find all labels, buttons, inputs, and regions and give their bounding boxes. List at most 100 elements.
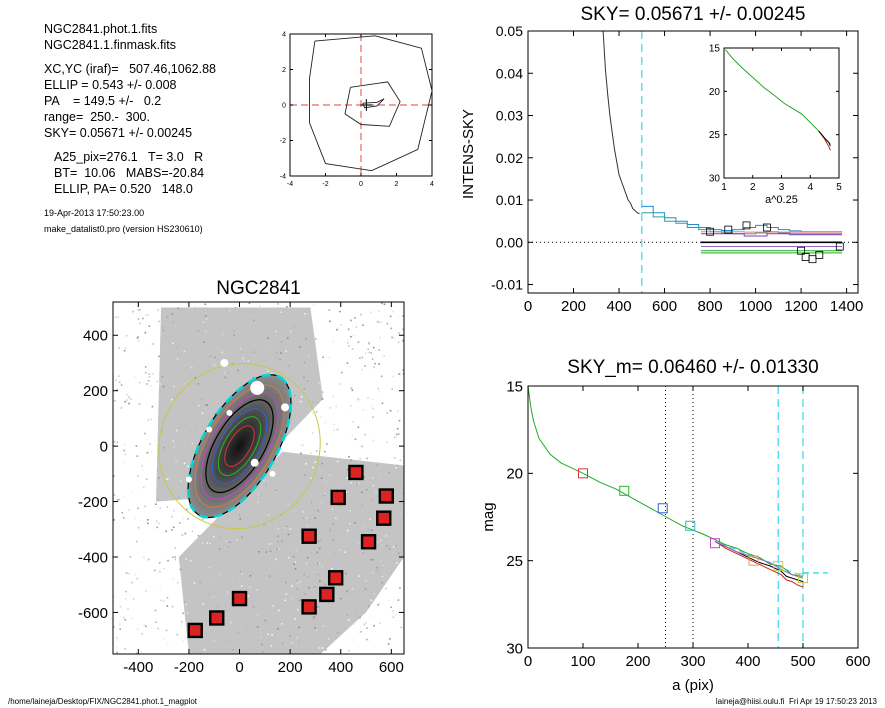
noise-speckle: [208, 566, 211, 569]
noise-speckle: [119, 623, 121, 625]
noise-speckle: [159, 383, 161, 385]
noise-speckle: [299, 540, 302, 543]
noise-speckle: [134, 574, 137, 576]
noise-speckle: [380, 539, 382, 542]
noise-speckle: [264, 619, 267, 622]
noise-speckle: [344, 551, 346, 553]
noise-speckle: [361, 445, 363, 448]
noise-speckle: [351, 389, 354, 391]
noise-speckle: [144, 314, 147, 317]
noise-speckle: [157, 627, 159, 630]
noise-speckle: [148, 325, 151, 327]
noise-speckle: [281, 623, 283, 625]
noise-speckle: [173, 526, 175, 529]
noise-speckle: [142, 486, 145, 489]
noise-speckle: [326, 361, 329, 364]
noise-speckle: [399, 587, 401, 589]
noise-speckle: [189, 423, 192, 426]
noise-speckle: [172, 342, 174, 345]
noise-speckle: [117, 499, 119, 501]
noise-speckle: [115, 379, 117, 381]
noise-speckle: [122, 616, 125, 619]
noise-speckle: [260, 636, 263, 638]
noise-speckle: [148, 373, 150, 375]
noise-speckle: [311, 412, 314, 414]
noise-speckle: [252, 376, 255, 379]
noise-speckle: [141, 465, 143, 467]
sky-box-marker: [330, 489, 346, 506]
noise-speckle: [332, 523, 335, 526]
noise-speckle: [285, 502, 288, 504]
noise-speckle: [370, 599, 372, 602]
masked-star: [281, 403, 290, 412]
noise-speckle: [324, 583, 327, 586]
noise-speckle: [146, 383, 148, 385]
noise-speckle: [318, 647, 321, 649]
noise-speckle: [275, 489, 278, 492]
noise-speckle: [289, 634, 291, 637]
noise-speckle: [341, 371, 343, 374]
noise-speckle: [214, 356, 216, 359]
noise-speckle: [199, 652, 202, 654]
noise-speckle: [351, 588, 354, 590]
noise-speckle: [267, 633, 269, 635]
noise-speckle: [318, 562, 321, 565]
noise-speckle: [299, 346, 301, 348]
isophote-ellipse: [158, 363, 321, 530]
noise-speckle: [310, 479, 312, 482]
noise-speckle: [377, 461, 380, 464]
noise-speckle: [307, 355, 310, 358]
noise-speckle: [377, 604, 379, 606]
noise-speckle: [173, 509, 175, 512]
noise-speckle: [367, 348, 369, 351]
noise-speckle: [361, 504, 363, 507]
noise-speckle: [294, 568, 297, 570]
noise-speckle: [166, 431, 168, 433]
noise-speckle: [376, 320, 379, 323]
noise-speckle: [275, 558, 277, 561]
noise-speckle: [132, 310, 134, 313]
noise-speckle: [277, 628, 279, 630]
noise-speckle: [311, 432, 314, 434]
noise-speckle: [270, 645, 272, 647]
noise-speckle: [147, 519, 149, 521]
noise-speckle: [390, 571, 393, 573]
noise-speckle: [390, 606, 392, 609]
noise-speckle: [356, 483, 359, 486]
noise-speckle: [143, 556, 145, 559]
noise-speckle: [167, 559, 169, 562]
noise-speckle: [155, 520, 158, 523]
noise-speckle: [312, 466, 314, 469]
noise-speckle: [348, 345, 350, 347]
noise-speckle: [176, 358, 179, 360]
noise-speckle: [267, 514, 270, 516]
noise-speckle: [299, 581, 302, 583]
noise-speckle: [268, 543, 271, 545]
sky-box-marker: [301, 599, 317, 615]
noise-speckle: [365, 488, 368, 491]
noise-speckle: [371, 572, 374, 574]
noise-speckle: [151, 373, 154, 375]
noise-speckle: [357, 398, 360, 401]
noise-speckle: [145, 478, 148, 480]
noise-speckle: [310, 452, 312, 455]
noise-speckle: [171, 398, 173, 401]
noise-speckle: [396, 464, 398, 467]
noise-speckle: [311, 481, 314, 484]
noise-speckle: [303, 313, 306, 315]
noise-speckle: [378, 349, 381, 351]
noise-speckle: [265, 551, 267, 553]
noise-speckle: [311, 552, 313, 555]
noise-speckle: [193, 413, 196, 416]
noise-speckle: [303, 388, 305, 390]
noise-speckle: [345, 491, 347, 493]
noise-speckle: [355, 612, 357, 615]
noise-speckle: [359, 357, 361, 359]
noise-speckle: [278, 609, 280, 612]
noise-speckle: [402, 369, 404, 371]
noise-speckle: [129, 556, 132, 558]
y-tick-label: -0.01: [491, 277, 523, 293]
noise-speckle: [368, 351, 371, 354]
noise-speckle: [185, 603, 188, 606]
